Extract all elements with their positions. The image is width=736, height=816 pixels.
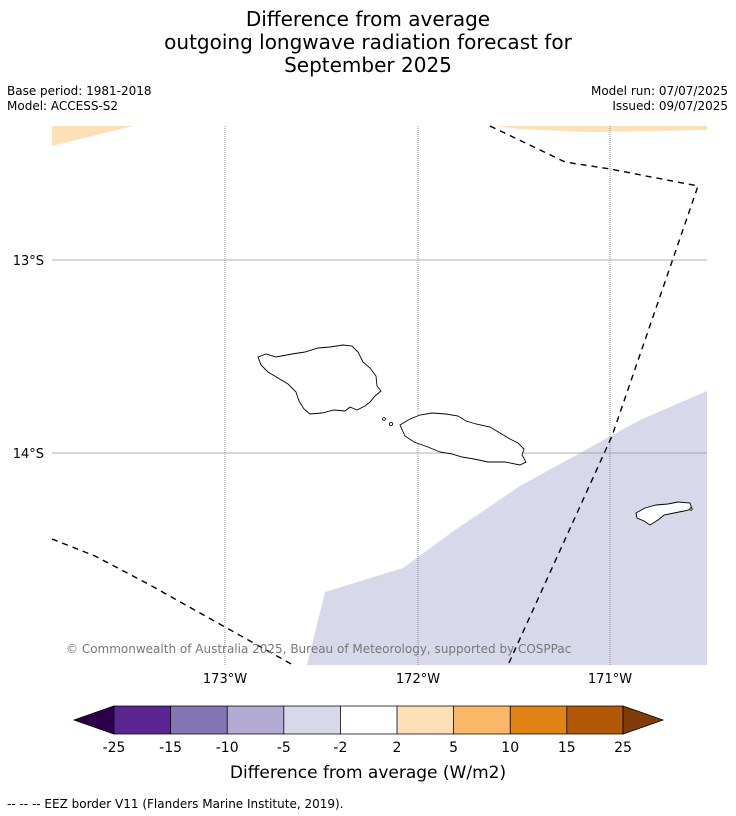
colorbar-tick-9: 15 [558, 740, 576, 756]
colorbar-bin-4 [283, 706, 341, 734]
eez-border-north [489, 125, 699, 666]
colorbar-bin-5 [340, 706, 397, 734]
savaii-island-outline [257, 344, 382, 415]
model-name: Model: ACCESS-S2 [7, 99, 119, 113]
eez-footnote: -- -- -- EEZ border V11 (Flanders Marine… [7, 797, 344, 811]
colorbar-bin-8 [510, 706, 567, 734]
colorbar-bin-7 [453, 706, 511, 734]
anomaly-patch-orange-right [495, 126, 707, 132]
colorbar-tick-5: -2 [333, 740, 347, 756]
colorbar-tick-1: -25 [103, 740, 126, 756]
map-area: © Commonwealth of Australia 2025, Bureau… [51, 125, 707, 666]
colorbar: -25 -15 -10 -5 -2 2 5 10 15 25 Differenc… [72, 705, 665, 783]
colorbar-tick-7: 5 [449, 740, 458, 756]
colorbar-separators [113, 705, 624, 735]
tutuila-island-outline [635, 501, 693, 526]
colorbar-tick-4: -5 [277, 740, 291, 756]
anomaly-patch-purple [307, 391, 707, 665]
colorbar-tick-6: 2 [393, 740, 402, 756]
colorbar-tick-2: -15 [159, 740, 182, 756]
chart-title: Difference from average outgoing longwav… [0, 8, 736, 77]
colorbar-bin-2 [170, 706, 228, 734]
title-line-1: Difference from average [245, 7, 491, 31]
copyright-text: © Commonwealth of Australia 2025, Bureau… [66, 642, 571, 656]
graticule [52, 126, 707, 665]
lon-label-173w: 173°W [203, 672, 247, 687]
base-period: Base period: 1981-2018 [7, 84, 152, 98]
upolu-island-outline [399, 412, 527, 466]
lon-label-171w: 171°W [588, 672, 632, 687]
apolima-islet [382, 417, 386, 421]
lat-label-13s: 13°S [13, 254, 44, 269]
colorbar-extend-low [72, 705, 115, 735]
title-line-3: September 2025 [284, 53, 452, 77]
lat-label-14s: 14°S [13, 447, 44, 462]
colorbar-bin-1 [114, 706, 171, 734]
anomaly-patch-orange-left [52, 126, 133, 146]
colorbar-extend-high [622, 705, 665, 735]
eez-border-southwest [51, 538, 294, 666]
model-run: Model run: 07/07/2025 [590, 84, 728, 98]
meta-right: Model run: 07/07/2025 Issued: 09/07/2025 [591, 84, 728, 114]
title-line-2: outgoing longwave radiation forecast for [164, 30, 572, 54]
colorbar-tick-labels: -25 -15 -10 -5 -2 2 5 10 15 25 [103, 740, 632, 756]
colorbar-bin-9 [566, 706, 624, 734]
colorbar-tick-8: 10 [501, 740, 519, 756]
colorbar-tick-3: -10 [216, 740, 239, 756]
colorbar-label: Difference from average (W/m2) [230, 763, 506, 783]
aunuu-islet [689, 507, 693, 511]
lon-label-172w: 172°W [396, 672, 440, 687]
manono-islet [388, 421, 393, 426]
colorbar-bin-3 [227, 706, 284, 734]
meta-left: Base period: 1981-2018 Model: ACCESS-S2 [7, 84, 152, 114]
colorbar-tick-10: 25 [614, 740, 632, 756]
issued-date: Issued: 09/07/2025 [612, 99, 728, 113]
colorbar-bin-6 [397, 706, 454, 734]
